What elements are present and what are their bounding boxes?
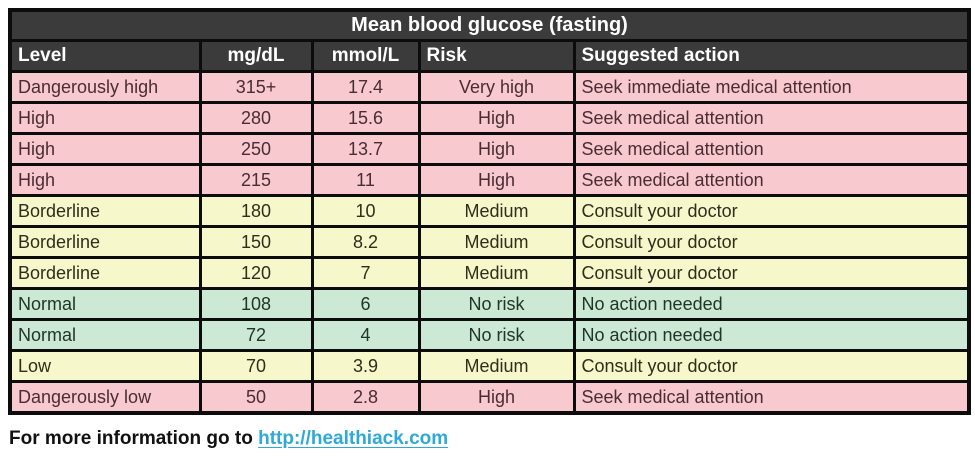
table-row: High 280 15.6 High Seek medical attentio… — [8, 101, 971, 135]
cell-action: Seek medical attention — [572, 101, 971, 135]
cell-mg-dl: 315+ — [198, 70, 314, 104]
cell-mg-dl: 215 — [198, 163, 314, 197]
table-title: Mean blood glucose (fasting) — [8, 8, 971, 42]
cell-level: Normal — [8, 318, 202, 352]
cell-level: Dangerously low — [8, 380, 202, 415]
cell-risk: Very high — [417, 70, 576, 104]
cell-mmol-l: 7 — [310, 256, 421, 290]
cell-action: Seek immediate medical attention — [572, 70, 971, 104]
cell-risk: High — [417, 163, 576, 197]
cell-action: Seek medical attention — [572, 132, 971, 166]
cell-level: Dangerously high — [8, 70, 202, 104]
cell-action: Consult your doctor — [572, 349, 971, 383]
cell-risk: High — [417, 101, 576, 135]
cell-action: Consult your doctor — [572, 256, 971, 290]
cell-mmol-l: 15.6 — [310, 101, 421, 135]
table-title-row: Mean blood glucose (fasting) — [8, 8, 971, 42]
cell-mg-dl: 108 — [198, 287, 314, 321]
cell-mmol-l: 17.4 — [310, 70, 421, 104]
cell-risk: No risk — [417, 287, 576, 321]
cell-mg-dl: 280 — [198, 101, 314, 135]
table-row: Dangerously low 50 2.8 High Seek medical… — [8, 380, 971, 415]
cell-risk: Medium — [417, 194, 576, 228]
cell-level: Borderline — [8, 256, 202, 290]
cell-mmol-l: 8.2 — [310, 225, 421, 259]
cell-mmol-l: 10 — [310, 194, 421, 228]
cell-action: Seek medical attention — [572, 380, 971, 415]
cell-level: Normal — [8, 287, 202, 321]
cell-action: No action needed — [572, 318, 971, 352]
cell-mmol-l: 13.7 — [310, 132, 421, 166]
table-body: Dangerously high 315+ 17.4 Very high See… — [8, 70, 971, 415]
table-row: High 250 13.7 High Seek medical attentio… — [8, 132, 971, 166]
cell-level: High — [8, 132, 202, 166]
footer-text: For more information go to — [9, 428, 253, 449]
cell-risk: Medium — [417, 256, 576, 290]
cell-risk: Medium — [417, 349, 576, 383]
cell-mmol-l: 4 — [310, 318, 421, 352]
table-row: Borderline 180 10 Medium Consult your do… — [8, 194, 971, 228]
cell-mg-dl: 50 — [198, 380, 314, 415]
cell-level: High — [8, 163, 202, 197]
cell-risk: No risk — [417, 318, 576, 352]
cell-mmol-l: 11 — [310, 163, 421, 197]
cell-level: Low — [8, 349, 202, 383]
cell-risk: High — [417, 132, 576, 166]
footer: For more information go to http://health… — [9, 428, 967, 450]
page: Mean blood glucose (fasting) Level mg/dL… — [8, 8, 972, 450]
cell-action: Consult your doctor — [572, 194, 971, 228]
cell-mg-dl: 250 — [198, 132, 314, 166]
cell-action: Consult your doctor — [572, 225, 971, 259]
cell-mg-dl: 72 — [198, 318, 314, 352]
cell-risk: Medium — [417, 225, 576, 259]
cell-mmol-l: 6 — [310, 287, 421, 321]
table-row: Normal 72 4 No risk No action needed — [8, 318, 971, 352]
column-header-action: Suggested action — [572, 39, 971, 73]
column-header-row: Level mg/dL mmol/L Risk Suggested action — [8, 39, 971, 73]
glucose-table: Mean blood glucose (fasting) Level mg/dL… — [8, 8, 972, 415]
cell-level: High — [8, 101, 202, 135]
cell-mg-dl: 120 — [198, 256, 314, 290]
cell-mg-dl: 180 — [198, 194, 314, 228]
cell-mmol-l: 3.9 — [310, 349, 421, 383]
cell-mg-dl: 150 — [198, 225, 314, 259]
table-row: High 215 11 High Seek medical attention — [8, 163, 971, 197]
cell-action: Seek medical attention — [572, 163, 971, 197]
table-row: Borderline 150 8.2 Medium Consult your d… — [8, 225, 971, 259]
column-header-risk: Risk — [417, 39, 576, 73]
column-header-mmol-l: mmol/L — [310, 39, 421, 73]
table-row: Dangerously high 315+ 17.4 Very high See… — [8, 70, 971, 104]
cell-mg-dl: 70 — [198, 349, 314, 383]
cell-risk: High — [417, 380, 576, 415]
footer-link[interactable]: http://healthiack.com — [258, 428, 449, 449]
cell-mmol-l: 2.8 — [310, 380, 421, 415]
table-row: Normal 108 6 No risk No action needed — [8, 287, 971, 321]
column-header-level: Level — [8, 39, 202, 73]
table-row: Borderline 120 7 Medium Consult your doc… — [8, 256, 971, 290]
cell-action: No action needed — [572, 287, 971, 321]
cell-level: Borderline — [8, 194, 202, 228]
table-row: Low 70 3.9 Medium Consult your doctor — [8, 349, 971, 383]
cell-level: Borderline — [8, 225, 202, 259]
column-header-mg-dl: mg/dL — [198, 39, 314, 73]
